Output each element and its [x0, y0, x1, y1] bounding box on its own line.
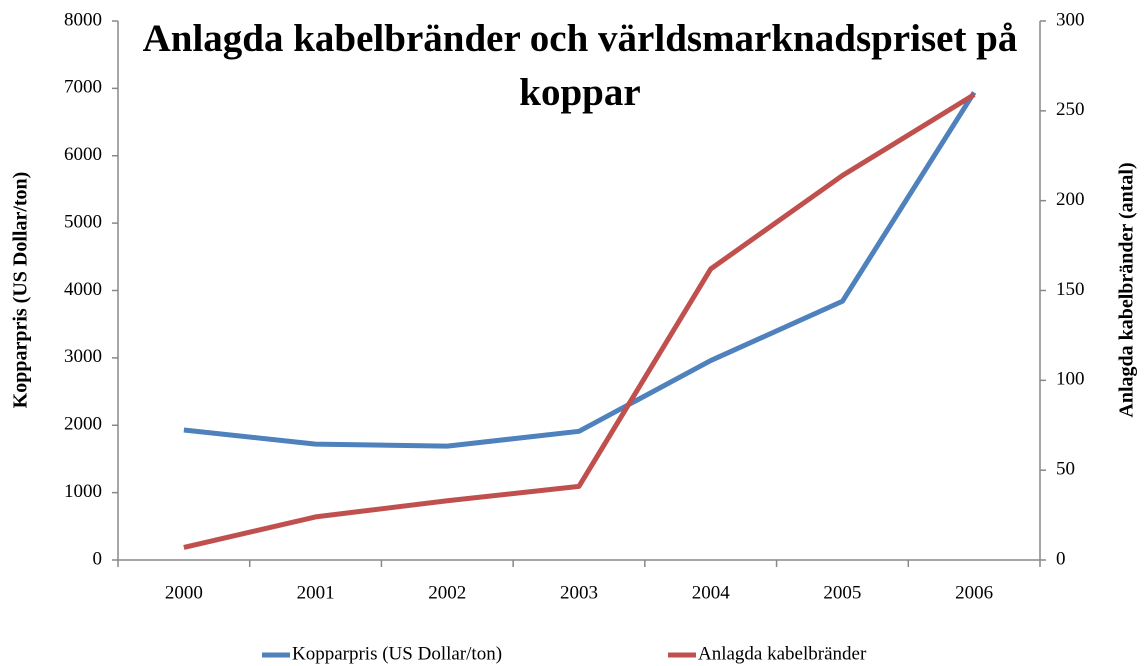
- y-tick-label: 8000: [64, 9, 102, 30]
- x-tick-label: 2006: [955, 582, 993, 603]
- x-tick-label: 2002: [428, 582, 466, 603]
- legend-label: Anlagda kabelbränder: [698, 643, 867, 664]
- x-tick-label: 2000: [165, 582, 203, 603]
- y2-axis-label: Anlagda kabelbränder (antal): [1116, 162, 1138, 417]
- y2-tick-label: 0: [1056, 548, 1066, 569]
- y-tick-label: 6000: [64, 144, 102, 165]
- chart-title: Anlagda kabelbränder och världsmarknadsp…: [142, 17, 1018, 114]
- y-tick-label: 5000: [64, 211, 102, 232]
- x-tick-label: 2001: [297, 582, 335, 603]
- y2-tick-label: 100: [1056, 369, 1085, 390]
- series-line: [183, 92, 976, 550]
- y2-tick-label: 250: [1056, 99, 1085, 120]
- y2-tick-label: 150: [1056, 279, 1085, 300]
- x-tick-label: 2005: [823, 582, 861, 603]
- y-tick-label: 0: [93, 548, 103, 569]
- legend-label: Kopparpris (US Dollar/ton): [292, 643, 502, 664]
- y2-tick-label: 300: [1056, 9, 1085, 30]
- y2-tick-label: 50: [1056, 459, 1075, 480]
- y-tick-label: 2000: [64, 414, 102, 435]
- series-line: [183, 91, 977, 449]
- y-tick-label: 4000: [64, 279, 102, 300]
- y2-tick-label: 200: [1056, 189, 1085, 210]
- y-tick-label: 1000: [64, 481, 102, 502]
- y-tick-label: 3000: [64, 346, 102, 367]
- x-tick-label: 2004: [692, 582, 731, 603]
- y-axis-label: Kopparpris (US Dollar/ton): [10, 172, 32, 409]
- x-tick-label: 2003: [560, 582, 598, 603]
- y-tick-label: 7000: [64, 77, 102, 98]
